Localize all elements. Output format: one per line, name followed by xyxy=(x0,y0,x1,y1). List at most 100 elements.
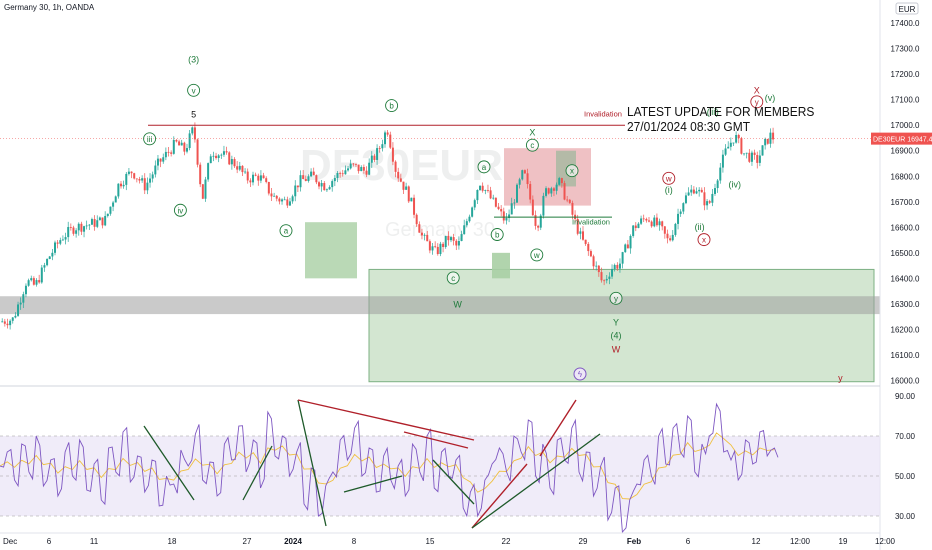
candle-body xyxy=(523,170,526,174)
candle-body xyxy=(663,226,666,234)
candle-body xyxy=(196,139,199,165)
candle-body xyxy=(624,244,627,253)
candle-body xyxy=(77,223,80,231)
alert-icon-circle xyxy=(573,367,587,381)
candle-body xyxy=(267,182,270,194)
candle-body xyxy=(120,183,122,187)
wave-label: (4) xyxy=(611,330,622,340)
wave-label: X xyxy=(754,85,760,95)
candle-body xyxy=(64,237,67,240)
wave-label: (ii) xyxy=(695,222,705,232)
wave-label: W xyxy=(453,300,462,310)
candle-body xyxy=(584,239,587,244)
candle-body xyxy=(600,272,603,281)
candle-body xyxy=(648,220,650,222)
candle-body xyxy=(35,280,38,285)
candle-body xyxy=(175,139,178,142)
candle-body xyxy=(130,171,133,174)
candle-body xyxy=(162,157,165,162)
candle-body xyxy=(201,184,204,199)
candle-body xyxy=(545,188,548,196)
candle-body xyxy=(473,200,476,208)
alert-icon: ϟ xyxy=(573,367,587,381)
candle-body xyxy=(460,234,463,242)
wave-label-circle xyxy=(565,164,579,178)
candle-body xyxy=(109,206,112,214)
candle-body xyxy=(228,152,231,165)
candle-body xyxy=(420,232,423,236)
price-tick-label: 17100.0 xyxy=(891,96,920,105)
wave-label-circle xyxy=(490,228,504,241)
wave-label: a xyxy=(284,227,289,236)
candle-body xyxy=(766,138,769,144)
currency-box xyxy=(895,2,919,15)
candle-body xyxy=(138,179,141,181)
price-tick-label: 16600.0 xyxy=(891,223,920,232)
candle-body xyxy=(687,192,690,196)
zone-red xyxy=(504,148,591,206)
candle-body xyxy=(365,170,368,175)
candle-body xyxy=(655,217,658,226)
candle-body xyxy=(172,139,175,154)
candle-body xyxy=(325,189,328,191)
candle-body xyxy=(323,183,326,191)
candle-body xyxy=(402,181,405,190)
rsi-trendline xyxy=(242,445,273,501)
wave-label: (v) xyxy=(765,93,776,103)
support-band xyxy=(0,296,880,315)
candle-body xyxy=(455,240,458,246)
time-tick-label: Dec xyxy=(3,537,17,546)
candle-body xyxy=(104,215,107,226)
wave-label-circle xyxy=(143,132,157,146)
candle-body xyxy=(59,240,62,244)
candle-body xyxy=(180,142,183,146)
time-tick-label: 27 xyxy=(243,537,252,546)
candle-body xyxy=(439,243,442,255)
candle-body xyxy=(252,174,254,183)
candle-body xyxy=(48,256,51,259)
candle-body xyxy=(529,184,532,200)
invalidation-label-green: Invalidation xyxy=(572,218,610,227)
candle-body xyxy=(151,174,154,179)
candle-body xyxy=(51,252,54,257)
rsi-tick-label: 50.00 xyxy=(895,472,916,481)
candle-body xyxy=(394,161,397,172)
candle-body xyxy=(88,224,91,226)
candle-body xyxy=(558,178,561,185)
wave-label-circle xyxy=(477,160,491,174)
rsi-tick-label: 70.00 xyxy=(895,432,916,441)
candle-body xyxy=(764,138,767,146)
candle-body xyxy=(423,234,426,236)
candle-body xyxy=(605,278,608,281)
candle-body xyxy=(328,187,331,190)
candle-body xyxy=(494,197,497,207)
candle-body xyxy=(711,193,714,203)
candle-body xyxy=(510,203,513,215)
candle-body xyxy=(339,173,342,174)
wave-label-circle xyxy=(530,248,544,262)
time-tick-label: 6 xyxy=(47,537,52,546)
rsi-trendline xyxy=(471,433,601,529)
candle-body xyxy=(17,304,20,316)
candle-body xyxy=(54,242,56,253)
price-tick-label: 16800.0 xyxy=(891,172,920,181)
candle-body xyxy=(391,147,394,162)
candle-body xyxy=(336,173,339,178)
price-tick-label: 16300.0 xyxy=(891,300,920,309)
target-zone xyxy=(368,268,875,383)
candle-body xyxy=(341,173,344,175)
price-tick-label: 16200.0 xyxy=(891,325,920,334)
price-tick-label: 16400.0 xyxy=(891,274,920,283)
candle-body xyxy=(658,221,661,226)
wave-label-circle xyxy=(750,95,764,109)
candle-body xyxy=(222,151,225,155)
candle-body xyxy=(9,320,12,326)
candle-body xyxy=(534,215,537,226)
candle-body xyxy=(666,233,669,239)
candle-body xyxy=(410,197,413,202)
wave-label: x xyxy=(570,167,574,176)
candle-body xyxy=(428,241,431,251)
candle-body xyxy=(563,183,566,200)
time-tick-label: Feb xyxy=(627,537,641,546)
